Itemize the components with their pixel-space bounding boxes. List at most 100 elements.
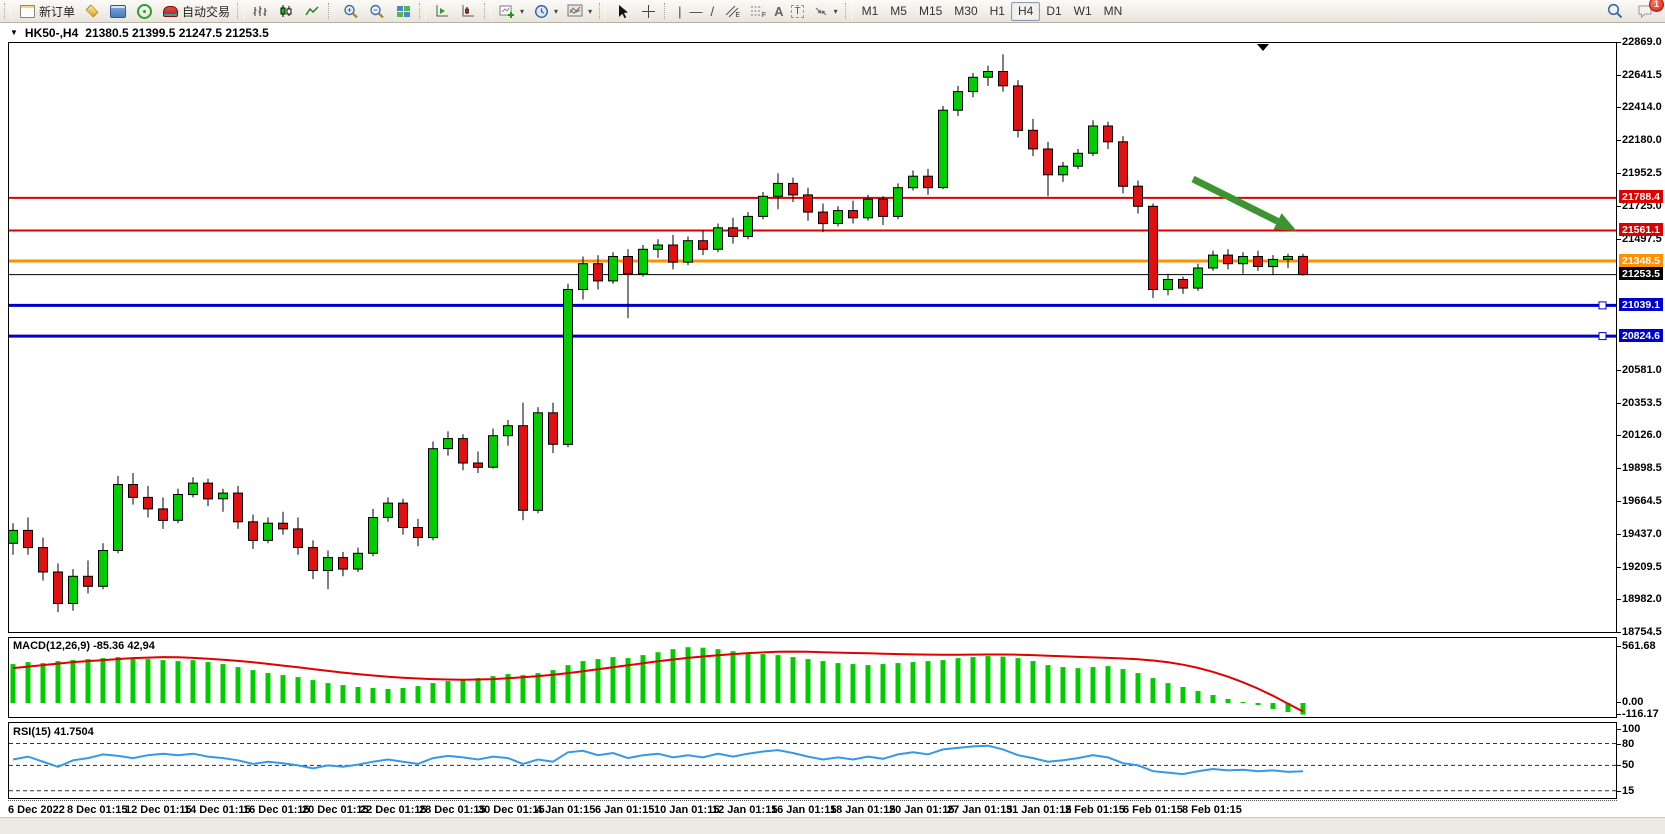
trendline-button[interactable]: / [707, 2, 717, 21]
chart-forward-icon [433, 3, 451, 19]
zoom-in-button[interactable] [339, 2, 363, 21]
date-label: 31 Jan 01:15 [1006, 804, 1072, 816]
axis-tick-mark [1617, 729, 1621, 730]
trendline-icon: / [710, 3, 715, 19]
date-label: 30 Dec 01:15 [478, 804, 545, 816]
date-label: 8 Feb 01:15 [1182, 804, 1242, 816]
date-axis[interactable]: 6 Dec 2022 8 Dec 01:15 12 Dec 01:15 14 Dec … [8, 800, 1617, 817]
template-icon [566, 3, 584, 19]
zoom-in-icon [342, 3, 360, 19]
date-label: 4 Jan 01:15 [536, 804, 596, 816]
axis-tick-mark [1617, 140, 1621, 141]
axis-tick-mark [1617, 744, 1621, 745]
macd-tick--116.17: -116.17 [1622, 708, 1659, 720]
new-order-button[interactable]: 新订单 [15, 2, 78, 21]
axis-tick-mark [1617, 107, 1621, 108]
price-tick-21497.5: 21497.5 [1622, 233, 1662, 245]
label-tool-button[interactable]: T [788, 2, 806, 21]
zoom-out-button[interactable] [365, 2, 389, 21]
notification-badge: 1 [1649, 0, 1664, 12]
price-tick-18754.5: 18754.5 [1622, 626, 1662, 638]
template-button[interactable]: ▾ [563, 2, 595, 21]
strategy-tester-button[interactable] [430, 2, 454, 21]
period-button[interactable]: ▾ [529, 2, 561, 21]
zoom-out-icon [368, 3, 386, 19]
price-tick-21725.0: 21725.0 [1622, 200, 1662, 212]
timeframe-m1[interactable]: M1 [861, 4, 879, 18]
cursor-button[interactable] [610, 2, 634, 21]
axis-tick-mark [1617, 702, 1621, 703]
rsi-tick-15: 15 [1622, 785, 1635, 797]
new-chart-icon [498, 3, 516, 19]
axis-tick-mark [1617, 403, 1621, 404]
axis-tick-mark [1617, 468, 1621, 469]
line-chart-button[interactable] [300, 2, 324, 21]
chart-shift-button[interactable] [456, 2, 480, 21]
crosshair-icon [639, 3, 657, 19]
tile-windows-button[interactable] [391, 2, 415, 21]
bar-chart-button[interactable] [248, 2, 272, 21]
bar-chart-icon [251, 3, 269, 19]
group-separator [599, 3, 607, 19]
annotation-arrow [1191, 175, 1280, 225]
axis-tick-mark [1617, 534, 1621, 535]
price-tick-22869.0: 22869.0 [1622, 36, 1662, 48]
fibonacci-button[interactable]: F [745, 2, 769, 21]
chart-symbol-title: HK50-,H4 [24, 25, 79, 40]
timeframe-w1[interactable]: W1 [1073, 4, 1092, 18]
date-label: 2 Feb 01:15 [1065, 804, 1125, 816]
price-tick-22641.5: 22641.5 [1622, 69, 1662, 81]
axis-tick-mark [1617, 206, 1621, 207]
axis-tick-mark [1617, 714, 1621, 715]
horizontal-line-button[interactable]: — [686, 2, 705, 21]
notifications-button[interactable]: 1 [1633, 0, 1664, 21]
group-separator [484, 3, 492, 19]
price-label-box-21039.1: 21039.1 [1619, 298, 1663, 311]
price-tick-20353.5: 20353.5 [1622, 397, 1662, 409]
macd-panel[interactable]: MACD(12,26,9) -85.36 42,94 [8, 637, 1617, 718]
date-label: 28 Dec 01:15 [419, 804, 486, 816]
timeframe-m15[interactable]: M15 [918, 4, 943, 18]
price-label-box-21253.5: 21253.5 [1619, 267, 1663, 280]
terminal-button[interactable] [106, 2, 130, 21]
date-label: 6 Jan 01:15 [595, 804, 655, 816]
timeframe-m5[interactable]: M5 [890, 4, 907, 18]
autotrade-button[interactable]: 自动交易 [158, 2, 233, 21]
vertical-line-icon: | [678, 3, 682, 19]
channel-button[interactable]: E [719, 2, 743, 21]
timeframe-h4[interactable]: H4 [1010, 1, 1041, 21]
metaquotes-button[interactable] [80, 2, 104, 21]
timeframe-mn[interactable]: MN [1103, 4, 1123, 18]
price-tick-19664.5: 19664.5 [1622, 495, 1662, 507]
arrows-tool-icon [812, 3, 830, 19]
timeframe-d1[interactable]: D1 [1046, 4, 1062, 18]
arrows-tool-button[interactable]: ▾ [809, 2, 841, 21]
axis-tick-mark [1617, 435, 1621, 436]
timeframe-m30[interactable]: M30 [954, 4, 978, 18]
text-tool-button[interactable]: A [771, 2, 786, 21]
chart-ohlc-values: 21380.5 21399.5 21247.5 21253.5 [85, 25, 269, 40]
date-label: 22 Dec 01:15 [360, 804, 427, 816]
search-button[interactable] [1603, 2, 1627, 21]
crosshair-button[interactable] [636, 2, 660, 21]
candle-chart-icon [277, 3, 295, 19]
text-tool-icon: A [774, 3, 784, 19]
date-label: 12 Dec 01:15 [125, 804, 192, 816]
candle-chart-button[interactable] [274, 2, 298, 21]
rsi-panel[interactable]: RSI(15) 41.7504 [8, 722, 1617, 799]
group-separator [237, 3, 245, 19]
group-separator [664, 3, 672, 19]
price-label-box-21561.1: 21561.1 [1619, 223, 1663, 236]
group-separator [419, 3, 427, 19]
signals-button[interactable] [132, 2, 156, 21]
new-chart-button[interactable]: ▾ [495, 2, 527, 21]
timeframe-group: M1 M5 M15 M30 H1 H4 D1 W1 MN [856, 1, 1129, 21]
timeframe-h1[interactable]: H1 [989, 4, 1005, 18]
date-label: 16 Jan 01:15 [771, 804, 837, 816]
channel-icon: E [722, 3, 740, 19]
vertical-line-button[interactable]: | [675, 2, 684, 21]
line-handle [1598, 301, 1607, 310]
main-price-plot[interactable] [8, 42, 1617, 633]
one-click-trading-collapse-arrow[interactable]: ▼ [10, 28, 18, 37]
